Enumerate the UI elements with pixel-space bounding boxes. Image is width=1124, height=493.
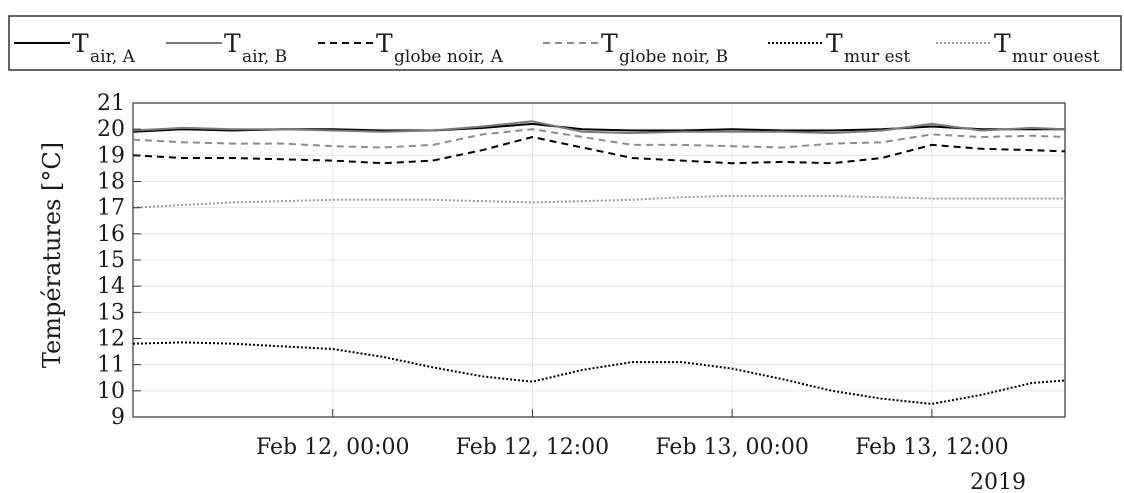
x-tick-label: Feb 13, 12:00	[855, 435, 1009, 460]
y-tick-label: 13	[97, 300, 125, 325]
series-layer	[132, 120, 1066, 405]
x-axis-year-label: 2019	[970, 470, 1026, 493]
x-tick-label: Feb 12, 00:00	[256, 435, 410, 460]
y-tick-label: 15	[97, 248, 125, 273]
series-line-6	[132, 194, 1065, 209]
y-axis-title: Températures [°C]	[38, 142, 66, 368]
legend-label-2: T	[224, 29, 241, 58]
x-tick-label: Feb 12, 12:00	[456, 435, 610, 460]
y-tick-label: 21	[97, 91, 125, 116]
x-axis: Feb 12, 00:00 Feb 12, 12:00 Feb 13, 00:00 F…	[256, 409, 1009, 460]
y-tick-label: 11	[97, 353, 125, 378]
y-tick-label: 16	[97, 222, 125, 247]
y-tick-label: 20	[97, 117, 125, 142]
legend-label-6: T	[994, 29, 1011, 58]
series-line-3	[132, 136, 1066, 165]
y-tick-label: 14	[97, 274, 125, 299]
legend-subscript-5: mur est	[844, 47, 910, 67]
y-tick-label: 10	[97, 379, 125, 404]
series-line-5	[132, 341, 1066, 405]
legend-subscript-6: mur ouest	[1012, 47, 1100, 67]
legend-subscript-2: air, B	[242, 47, 287, 67]
x-tick-label: Feb 13, 00:00	[655, 435, 809, 460]
legend-label-4: T	[601, 29, 618, 58]
y-tick-label: 19	[97, 143, 125, 168]
y-tick-label: 17	[97, 196, 125, 221]
legend-label-1: T	[72, 29, 89, 58]
y-tick-label: 12	[97, 327, 125, 352]
series-line-2	[132, 120, 1066, 135]
y-tick-label: 18	[97, 170, 125, 195]
series-line-4	[132, 128, 1066, 149]
y-tick-label: 9	[111, 405, 125, 430]
legend-subscript-1: air, A	[90, 47, 136, 67]
legend-subscript-3: globe noir, A	[394, 47, 504, 67]
legend-label-3: T	[376, 29, 393, 58]
legend-subscript-4: globe noir, B	[619, 47, 728, 67]
legend-label-5: T	[826, 29, 843, 58]
